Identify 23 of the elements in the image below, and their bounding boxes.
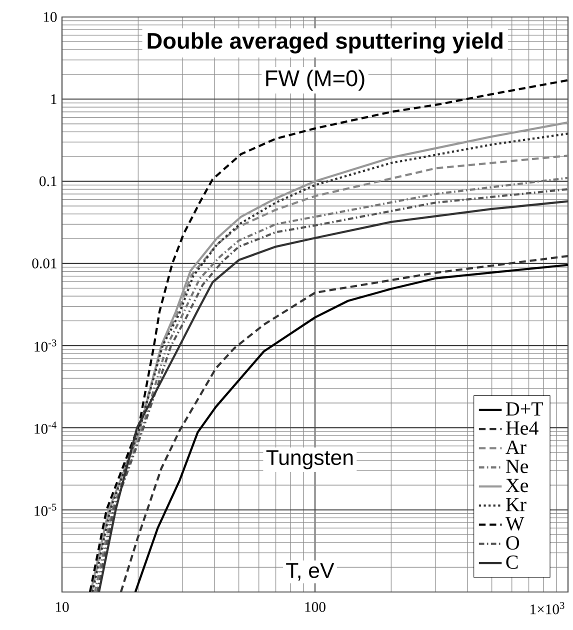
x-axis-title: T, eV — [286, 563, 334, 581]
legend-label: He4 — [506, 421, 538, 435]
legend-label: D+T — [506, 402, 544, 416]
x-tick-label: 1×10$^{3}$ — [530, 602, 564, 614]
legend-label: W — [505, 517, 524, 531]
y-tick-label: 10$^{-4}$ — [34, 422, 56, 434]
y-tick-label: 10 — [44, 12, 57, 22]
annotation: Tungsten — [266, 450, 353, 470]
y-tick-label: 10$^{-3}$ — [34, 339, 56, 352]
text: FW (M=0) — [266, 70, 364, 91]
legend-label: C — [506, 555, 518, 569]
legend-label: Xe — [506, 478, 528, 492]
y-tick-label: 10$^{-5}$ — [34, 504, 56, 516]
x-tick-label: 10 — [56, 602, 69, 612]
y-tick-label: 0.01 — [32, 258, 56, 268]
legend-label: O — [506, 536, 520, 550]
legend-label: Ar — [506, 440, 526, 454]
legend-label: Kr — [506, 498, 526, 512]
text: Double averaged sputtering yield — [148, 32, 502, 54]
legend-label: Ne — [506, 460, 528, 474]
y-tick-label: 1 — [51, 94, 56, 104]
y-tick-label: 0.1 — [40, 176, 56, 186]
x-tick-label: 100 — [305, 602, 326, 612]
